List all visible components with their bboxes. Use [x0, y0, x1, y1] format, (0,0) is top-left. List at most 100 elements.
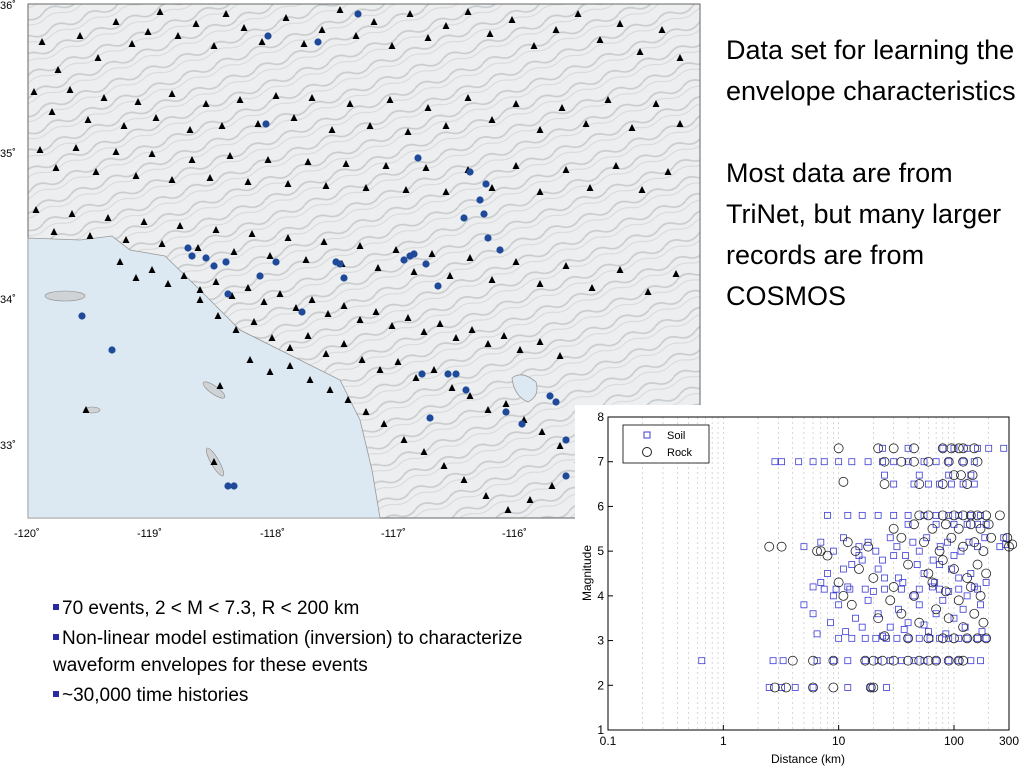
station-triangle-icon: [318, 26, 326, 33]
station-triangle-icon: [66, 86, 74, 93]
rock-point: [967, 470, 978, 481]
soil-point: [977, 657, 984, 665]
rock-point: [927, 577, 938, 588]
station-triangle-icon: [548, 482, 556, 489]
station-triangle-icon: [140, 218, 148, 225]
event-dot-icon: [426, 414, 434, 422]
rock-point: [983, 519, 994, 530]
station-triangle-icon: [144, 28, 152, 35]
station-triangle-icon: [512, 258, 520, 265]
station-triangle-icon: [152, 114, 160, 121]
station-triangle-icon: [286, 362, 294, 369]
soil-point: [844, 657, 852, 665]
soil-point: [827, 619, 834, 627]
station-triangle-icon: [38, 38, 46, 45]
station-triangle-icon: [82, 406, 90, 413]
rock-point: [854, 564, 864, 574]
lon-label-116: -116˚: [502, 528, 527, 540]
rock-point: [962, 479, 973, 489]
station-triangle-icon: [664, 168, 672, 175]
rock-point: [879, 631, 890, 642]
rock-point: [919, 537, 929, 548]
rock-point: [838, 476, 849, 487]
soil-point: [996, 543, 1004, 551]
event-dot-icon: [482, 180, 490, 188]
station-triangle-icon: [192, 20, 200, 27]
station-triangle-icon: [320, 238, 328, 245]
chart-points: [698, 443, 1018, 693]
station-triangle-icon: [488, 116, 496, 123]
rock-point: [808, 682, 818, 693]
rock-point: [838, 590, 849, 601]
rock-point: [965, 582, 976, 592]
soil-point: [939, 444, 947, 452]
event-dot-icon: [400, 256, 408, 264]
lat-label-35: 35˚: [0, 148, 16, 160]
rock-point: [940, 586, 951, 597]
rock-point: [879, 479, 890, 489]
soil-point: [881, 574, 888, 582]
rock-point: [923, 655, 934, 666]
soil-point: [874, 610, 882, 618]
soil-point: [948, 480, 955, 488]
soil-point: [978, 628, 986, 636]
event-dot-icon: [264, 32, 272, 40]
station-triangle-icon: [228, 292, 236, 299]
rock-point: [850, 546, 861, 557]
soil-point: [872, 547, 880, 555]
station-triangle-icon: [526, 496, 534, 503]
soil-point: [977, 601, 984, 609]
station-triangle-icon: [324, 310, 332, 317]
soil-point: [959, 458, 967, 466]
description-para-2: Most data are from TriNet, but many larg…: [726, 158, 1002, 311]
station-triangle-icon: [562, 262, 570, 269]
soil-point: [955, 574, 963, 582]
soil-point: [904, 520, 912, 528]
event-dot-icon: [410, 250, 418, 258]
soil-point: [848, 561, 856, 568]
soil-point: [929, 583, 936, 591]
station-triangle-icon: [536, 280, 544, 287]
soil-point: [890, 552, 898, 560]
soil-point: [864, 538, 872, 546]
event-dot-icon: [314, 38, 322, 46]
chart-legend: Soil Rock: [622, 424, 710, 464]
station-triangle-icon: [128, 40, 136, 47]
soil-point: [872, 634, 880, 642]
rock-point: [781, 682, 791, 693]
soil-point: [890, 511, 898, 519]
rock-point: [833, 443, 844, 454]
station-triangle-icon: [148, 150, 156, 157]
station-triangle-icon: [340, 302, 348, 309]
station-triangle-icon: [446, 272, 454, 279]
rock-point: [934, 546, 945, 557]
soil-point: [861, 585, 869, 593]
event-dot-icon: [272, 258, 280, 266]
rock-point: [842, 537, 853, 548]
event-dot-icon: [230, 482, 238, 490]
station-triangle-icon: [466, 254, 474, 261]
rock-point: [903, 655, 913, 666]
station-triangle-icon: [562, 166, 570, 173]
soil-point: [910, 480, 918, 488]
soil-point: [869, 587, 877, 595]
station-triangle-icon: [302, 256, 310, 263]
station-triangle-icon: [308, 296, 316, 303]
soil-point: [982, 520, 990, 528]
rock-point: [943, 456, 954, 467]
rock-point: [896, 608, 907, 619]
event-dot-icon: [476, 196, 484, 204]
rock-point: [958, 655, 969, 666]
station-triangle-icon: [54, 66, 62, 73]
soil-point: [904, 511, 912, 519]
station-triangle-icon: [206, 174, 214, 181]
station-triangle-icon: [488, 184, 496, 191]
soil-point: [874, 565, 882, 573]
station-triangle-icon: [292, 304, 300, 311]
y-tick-label: 8: [597, 410, 604, 424]
soil-point: [904, 634, 912, 642]
rock-point: [909, 443, 919, 454]
station-triangle-icon: [488, 276, 496, 283]
rock-point: [764, 541, 775, 552]
soil-point: [861, 634, 869, 642]
